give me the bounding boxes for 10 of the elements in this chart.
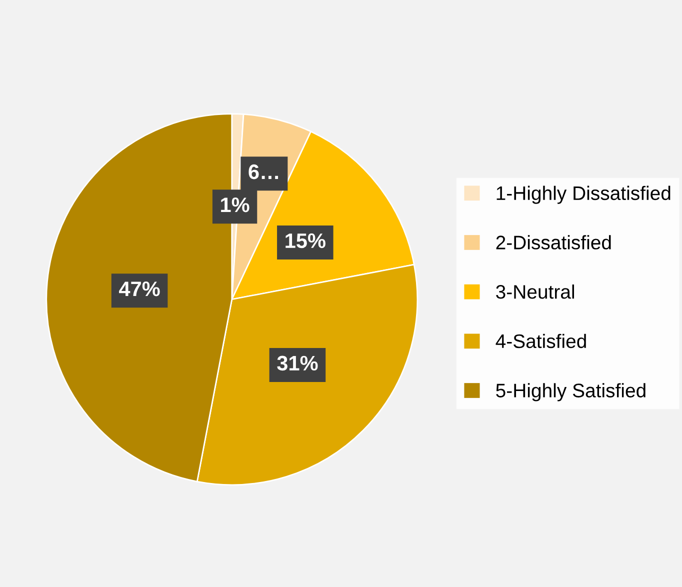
legend-label: 4-Satisfied	[496, 334, 586, 348]
legend-label: 1-Highly Dissatisfied	[496, 186, 670, 204]
legend-label: 2-Dissatisfied	[496, 235, 611, 250]
legend-label: 3-Neutral	[496, 284, 574, 299]
data-label: 31%	[277, 356, 318, 371]
data-label: 6…	[248, 164, 278, 180]
data-label: 15%	[286, 233, 326, 248]
data-label: 1%	[221, 198, 250, 212]
legend-label: 5-Highly Satisfied	[496, 383, 646, 402]
data-label: 47%	[119, 282, 160, 296]
